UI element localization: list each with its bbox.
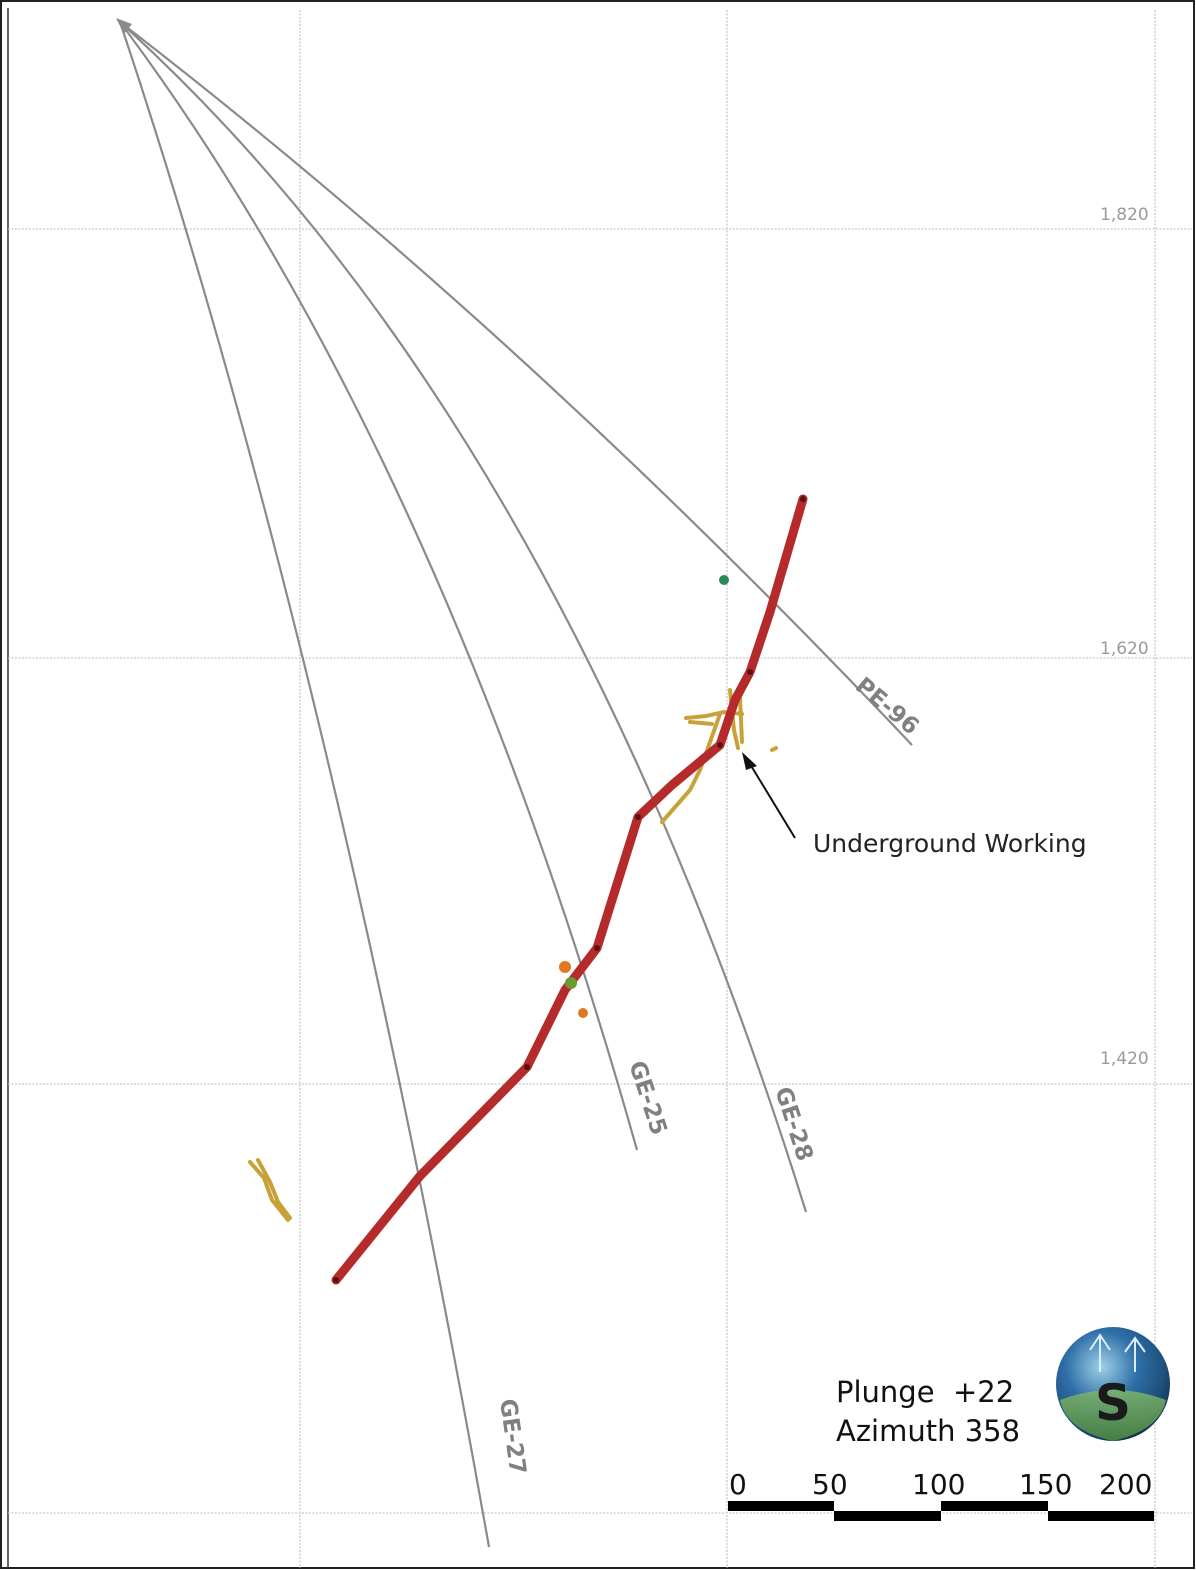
elevation-label-1820: 1,820 — [1100, 205, 1149, 225]
working-stub-1 — [770, 746, 778, 752]
annotation-arrowhead — [742, 752, 757, 770]
logo-rig-icon — [1089, 1333, 1146, 1372]
scale-bar-segment-1 — [728, 1501, 834, 1511]
scale-label-100: 100 — [912, 1468, 965, 1501]
scale-bar-segment-4 — [1048, 1511, 1154, 1521]
working-left-2 — [256, 1158, 292, 1220]
vein-node — [800, 496, 806, 502]
vein-node — [635, 814, 641, 820]
vein-node — [594, 945, 600, 951]
drillhole-trace-ge28 — [119, 21, 808, 1213]
annotation-underground-working: Underground Working — [813, 829, 1087, 858]
scale-bar-segment-3 — [941, 1501, 1048, 1511]
scale-label-50: 50 — [812, 1468, 848, 1501]
scale-label-200: 200 — [1099, 1468, 1152, 1501]
drillhole-trace-ge27 — [118, 21, 491, 1548]
grid — [8, 10, 1192, 1568]
drillhole-trace-ge25 — [119, 21, 639, 1151]
vein-node — [747, 669, 753, 675]
scale-bar: 0 50 100 150 200 — [728, 1468, 1154, 1521]
vein-node — [333, 1277, 339, 1283]
vein-nodes — [333, 496, 806, 1283]
intercept-marker-pe96 — [719, 575, 729, 585]
working-left-1 — [248, 1160, 290, 1222]
vein-trace — [331, 494, 808, 1285]
azimuth-label: Azimuth 358 — [836, 1414, 1020, 1448]
annotation-arrow-line — [749, 763, 796, 839]
vein-node — [717, 742, 723, 748]
software-logo: S — [1056, 1327, 1170, 1441]
working-level-lower — [688, 720, 714, 726]
intercept-marker-green — [565, 977, 577, 989]
collar-marker — [116, 18, 132, 34]
scale-label-150: 150 — [1019, 1468, 1072, 1501]
drillhole-trace-pe96 — [119, 21, 913, 746]
elevation-label-1420: 1,420 — [1100, 1049, 1149, 1069]
working-raise-1 — [660, 712, 722, 824]
elevation-label-1620: 1,620 — [1100, 639, 1149, 659]
working-raise-3 — [738, 696, 744, 744]
logo-land — [1060, 1390, 1166, 1441]
plunge-label: Plunge +22 — [836, 1375, 1014, 1409]
intercept-marker-orange-1 — [559, 961, 571, 973]
scale-label-0: 0 — [729, 1468, 747, 1501]
logo-letter: S — [1095, 1374, 1131, 1432]
scale-bar-segment-2 — [834, 1511, 941, 1521]
intercept-marker-orange-2 — [578, 1008, 588, 1018]
drillholes — [118, 21, 913, 1548]
vein-node — [524, 1064, 530, 1070]
